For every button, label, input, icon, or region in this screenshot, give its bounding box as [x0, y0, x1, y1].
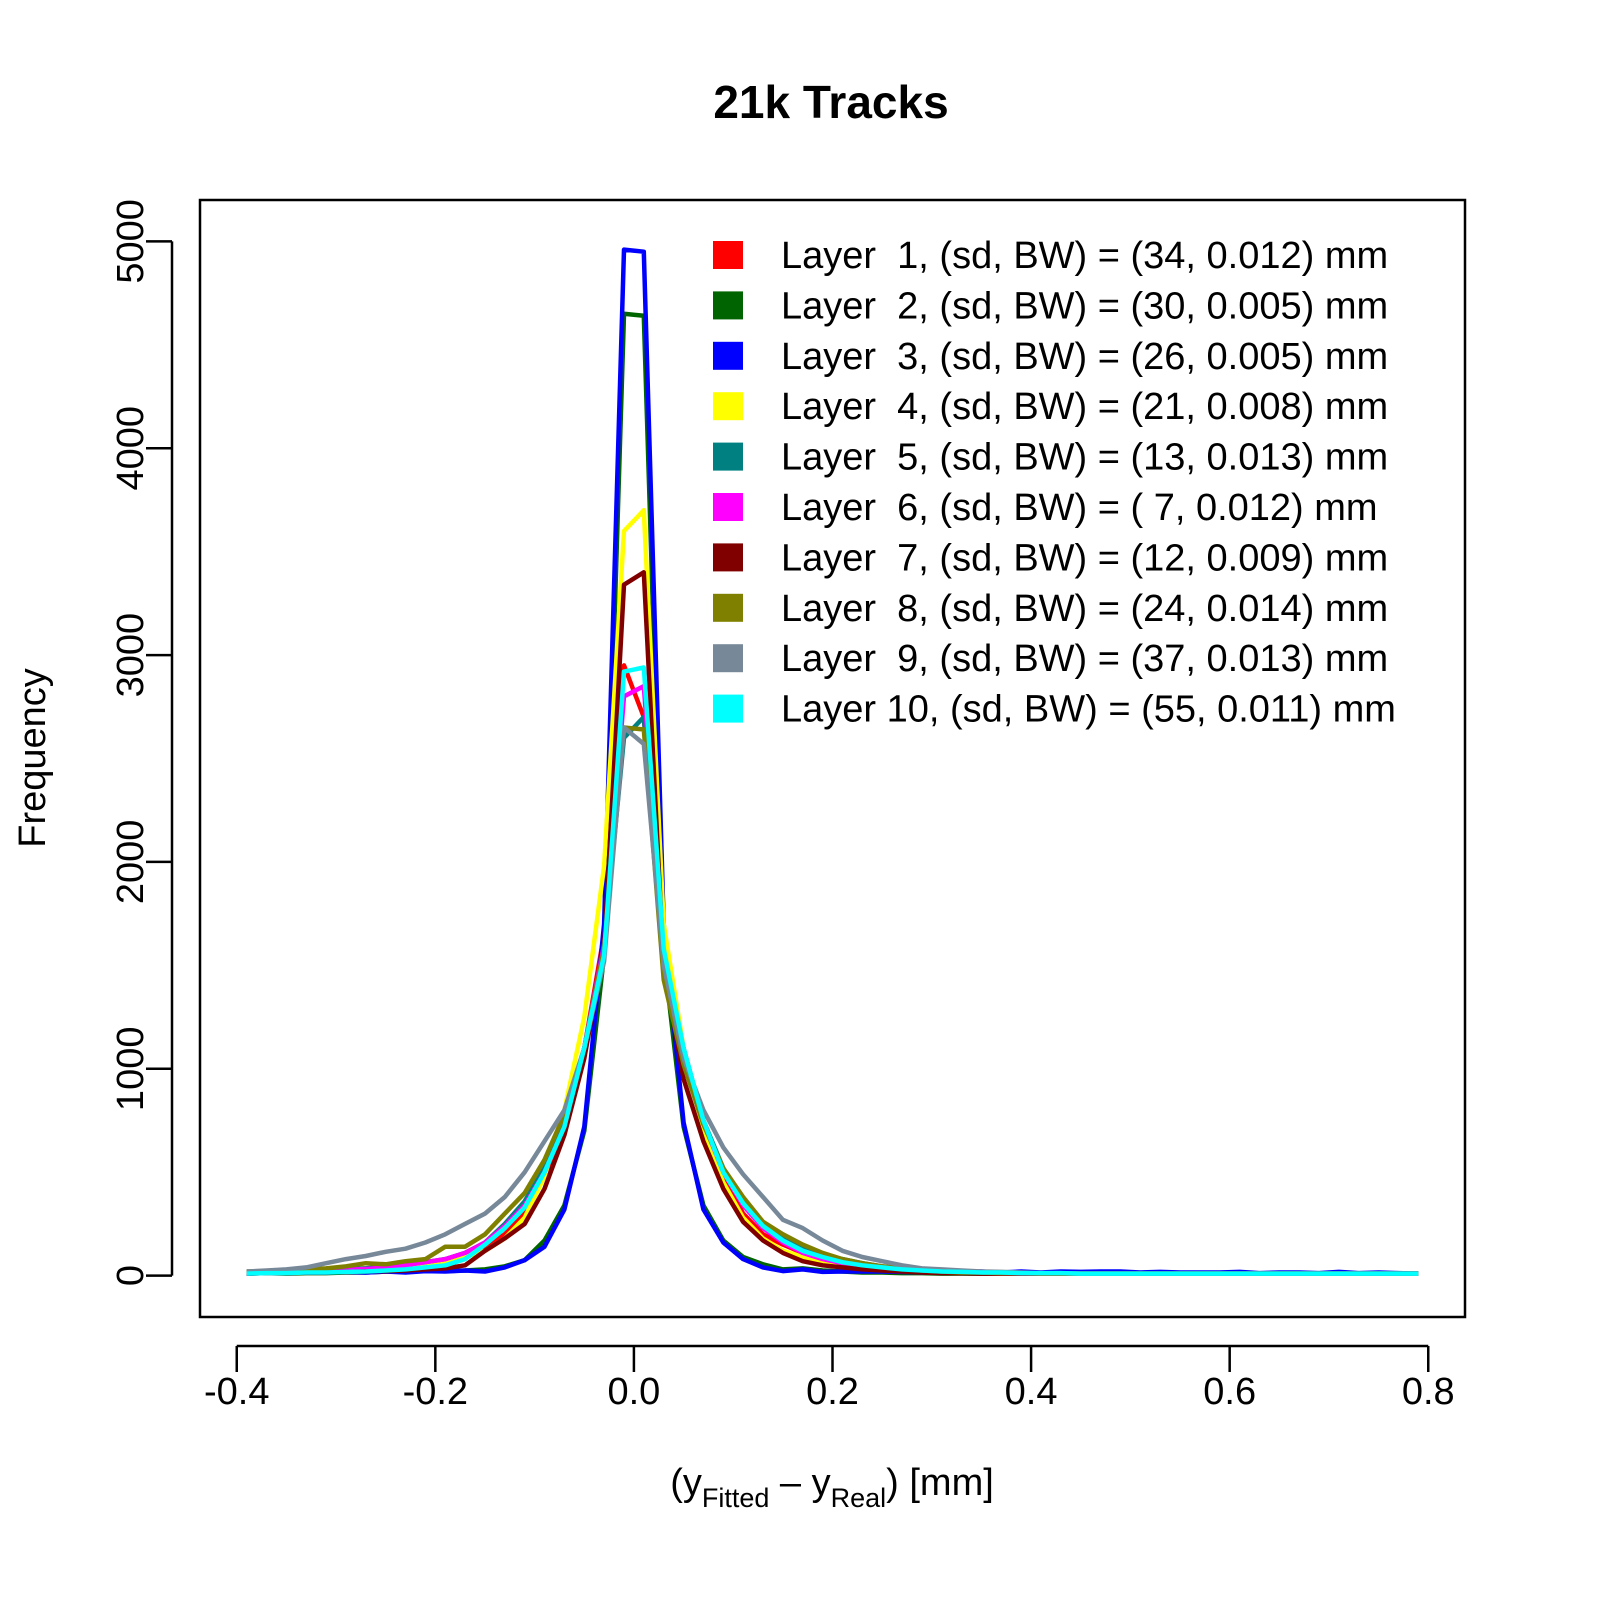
legend-label-layer-8: Layer 8, (sd, BW) = (24, 0.014) mm: [781, 588, 1388, 630]
y-tick-label: 4000: [110, 406, 152, 491]
series-line-layer-1: [246, 663, 1419, 1276]
legend-swatch-layer-2: [713, 291, 743, 320]
legend-swatch-layer-1: [713, 241, 743, 269]
x-tick-label: -0.2: [403, 1371, 468, 1413]
x-axis-label-sub-real: Real: [831, 1483, 887, 1513]
legend-swatch-layer-9: [713, 644, 743, 673]
legend-swatch-layer-3: [713, 341, 743, 370]
x-axis-label-open: (y: [670, 1462, 702, 1504]
x-axis-label-minus: – y: [769, 1462, 830, 1504]
legend-label-layer-10: Layer 10, (sd, BW) = (55, 0.011) mm: [781, 689, 1396, 731]
x-tick-label: 0.8: [1402, 1371, 1455, 1413]
legend-label-layer-1: Layer 1, (sd, BW) = (34, 0.012) mm: [781, 235, 1388, 277]
legend-label-layer-5: Layer 5, (sd, BW) = (13, 0.013) mm: [781, 437, 1388, 479]
series-line-layer-6: [246, 683, 1419, 1276]
legend-swatch-layer-6: [713, 493, 743, 521]
series-line-layer-10: [246, 665, 1419, 1276]
y-axis-label: Frequency: [12, 668, 54, 848]
y-tick-label: 5000: [110, 199, 152, 284]
y-tick-label: 2000: [110, 820, 152, 905]
x-axis-label: (yFitted – yReal) [mm]: [670, 1462, 994, 1513]
x-axis-label-sub-fitted: Fitted: [702, 1483, 770, 1513]
legend-label-layer-2: Layer 2, (sd, BW) = (30, 0.005) mm: [781, 285, 1388, 327]
plot-frame: [198, 198, 1467, 1319]
legend-label-layer-6: Layer 6, (sd, BW) = ( 7, 0.012) mm: [781, 487, 1378, 529]
series-line-layer-5: [246, 714, 1419, 1276]
x-tick-label: -0.4: [204, 1371, 269, 1413]
legend-swatch-layer-4: [713, 392, 743, 421]
y-tick-label: 3000: [110, 613, 152, 698]
legend-label-layer-3: Layer 3, (sd, BW) = (26, 0.005) mm: [781, 336, 1388, 378]
x-axis-label-close: ) [mm]: [886, 1462, 994, 1504]
x-tick-label: 0.2: [806, 1371, 859, 1413]
x-tick-label: 0.4: [1005, 1371, 1058, 1413]
series-line-layer-9: [246, 725, 1419, 1276]
y-tick-label: 1000: [110, 1027, 152, 1112]
legend-swatch-layer-7: [713, 543, 743, 572]
legend-swatch-layer-5: [713, 442, 743, 471]
x-tick-label: 0.6: [1203, 1371, 1256, 1413]
legend-swatch-layer-10: [713, 694, 743, 723]
legend-swatch-layer-8: [713, 593, 743, 622]
chart-title: 21k Tracks: [713, 76, 948, 128]
series-layer: [246, 247, 1419, 1276]
legend-label-layer-9: Layer 9, (sd, BW) = (37, 0.013) mm: [781, 638, 1388, 680]
x-tick-label: 0.0: [607, 1371, 660, 1413]
series-line-layer-8: [246, 725, 1419, 1276]
y-axis: 0 1000 2000 3000 4000 5000: [110, 199, 174, 1286]
x-axis: -0.4 -0.2 0.0 0.2 0.4 0.6 0.8: [204, 1344, 1455, 1413]
legend-label-layer-7: Layer 7, (sd, BW) = (12, 0.009) mm: [781, 537, 1388, 579]
y-tick-label: 0: [110, 1265, 152, 1286]
legend-label-layer-4: Layer 4, (sd, BW) = (21, 0.008) mm: [781, 386, 1388, 428]
legend: Layer 1, (sd, BW) = (34, 0.012) mm Layer …: [713, 235, 1396, 731]
